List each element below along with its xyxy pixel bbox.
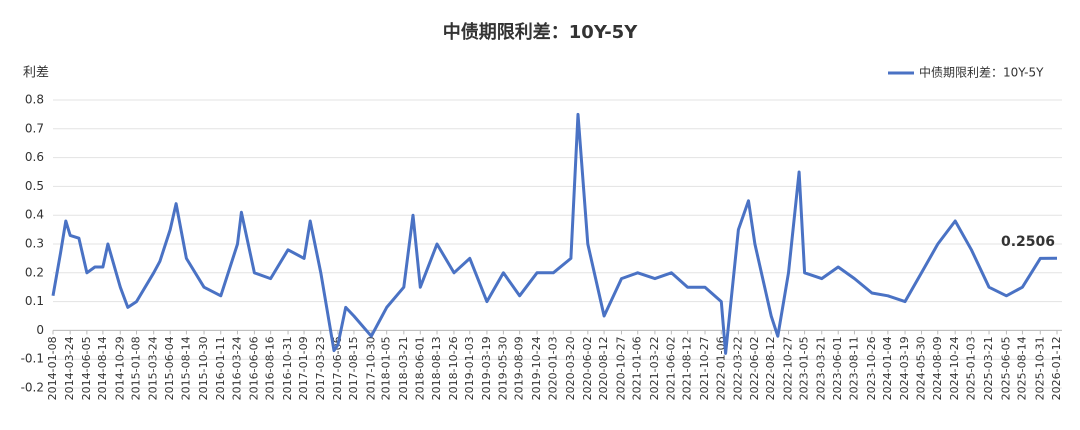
x-tick-label: 2014-06-05 [80, 336, 93, 400]
y-tick-label: 0.2 [25, 265, 44, 279]
x-tick-label: 2016-08-16 [264, 336, 277, 400]
x-tick-label: 2019-03-19 [480, 336, 493, 400]
x-tick-label: 2023-01-05 [798, 336, 811, 400]
y-tick-label: 0.7 [25, 121, 44, 135]
x-tick-label: 2024-05-30 [915, 336, 928, 400]
y-tick-label: 0.8 [25, 93, 44, 107]
y-tick-label: 0.5 [25, 179, 44, 193]
x-tick-label: 2022-10-27 [782, 336, 795, 400]
x-tick-label: 2018-08-13 [430, 336, 443, 400]
x-tick-label: 2019-08-09 [513, 336, 526, 400]
y-tick-label: -0.1 [21, 352, 44, 366]
x-tick-label: 2020-08-12 [597, 336, 610, 400]
y-axis-label: 利差 [23, 66, 49, 81]
x-tick-label: 2022-06-02 [748, 336, 761, 400]
x-tick-label: 2017-08-15 [347, 336, 360, 400]
x-tick-label: 2026-01-12 [1050, 336, 1063, 400]
x-tick-label: 2025-06-05 [999, 336, 1012, 400]
x-tick-label: 2017-10-30 [364, 336, 377, 400]
x-tick-label: 2019-10-24 [530, 336, 543, 400]
x-tick-label: 2020-01-03 [546, 336, 559, 400]
y-tick-label: 0.4 [25, 208, 44, 222]
x-tick-label: 2021-06-02 [664, 336, 677, 400]
x-tick-label: 2015-08-14 [179, 336, 192, 400]
legend-label: 中债期限利差：10Y-5Y [919, 65, 1044, 80]
chart-title: 中债期限利差：10Y-5Y [443, 21, 638, 43]
x-tick-label: 2024-10-24 [948, 336, 961, 400]
y-tick-label: 0.1 [25, 294, 44, 308]
x-tick-label: 2025-08-14 [1015, 336, 1028, 400]
x-tick-label: 2021-01-06 [631, 336, 644, 400]
x-tick-label: 2024-01-04 [881, 336, 894, 400]
y-tick-label: 0.3 [25, 237, 44, 251]
x-tick-label: 2019-05-30 [496, 336, 509, 400]
x-tick-label: 2022-08-12 [764, 336, 777, 400]
x-tick-label: 2016-01-11 [214, 336, 227, 400]
x-tick-label: 2025-10-31 [1033, 336, 1046, 400]
x-tick-label: 2018-01-05 [380, 336, 393, 400]
x-tick-label: 2017-03-23 [314, 336, 327, 400]
x-tick-label: 2015-06-04 [163, 336, 176, 400]
x-tick-label: 2021-08-12 [681, 336, 694, 400]
y-tick-label: -0.2 [21, 381, 44, 395]
x-tick-label: 2023-03-21 [815, 336, 828, 400]
x-tick-label: 2017-01-09 [297, 336, 310, 400]
x-tick-label: 2024-03-19 [898, 336, 911, 400]
x-tick-label: 2023-08-11 [847, 336, 860, 400]
x-tick-label: 2016-03-24 [230, 336, 243, 400]
data-line [51, 112, 1058, 355]
x-tick-label: 2016-10-31 [281, 336, 294, 400]
y-tick-label: 0 [36, 323, 44, 337]
value-label: 0.2506 [1001, 234, 1055, 250]
x-tick-label: 2024-08-09 [931, 336, 944, 400]
x-tick-label: 2014-08-14 [96, 336, 109, 400]
x-tick-label: 2019-01-03 [463, 336, 476, 400]
x-tick-label: 2015-10-30 [197, 336, 210, 400]
x-tick-label: 2023-06-01 [831, 336, 844, 400]
x-tick-label: 2021-10-27 [698, 336, 711, 400]
x-tick-label: 2015-03-24 [147, 336, 160, 400]
x-tick-label: 2014-03-24 [63, 336, 76, 400]
x-tick-label: 2025-01-03 [964, 336, 977, 400]
x-tick-label: 2015-01-08 [130, 336, 143, 400]
x-tick-label: 2014-10-29 [113, 336, 126, 400]
x-tick-label: 2018-06-01 [413, 336, 426, 400]
x-tick-label: 2021-03-22 [648, 336, 661, 400]
x-tick-label: 2020-10-27 [614, 336, 627, 400]
x-tick-label: 2020-06-02 [581, 336, 594, 400]
x-tick-label: 2016-06-06 [247, 336, 260, 400]
x-tick-label: 2023-10-26 [865, 336, 878, 400]
x-tick-label: 2020-03-20 [564, 336, 577, 400]
x-tick-label: 2014-01-08 [46, 336, 59, 400]
x-tick-label: 2018-10-26 [447, 336, 460, 400]
x-tick-label: 2017-06-06 [331, 336, 344, 400]
x-tick-label: 2022-03-22 [731, 336, 744, 400]
x-tick-label: 2018-03-21 [397, 336, 410, 400]
y-tick-label: 0.6 [25, 150, 44, 164]
x-tick-label: 2025-03-21 [982, 336, 995, 400]
